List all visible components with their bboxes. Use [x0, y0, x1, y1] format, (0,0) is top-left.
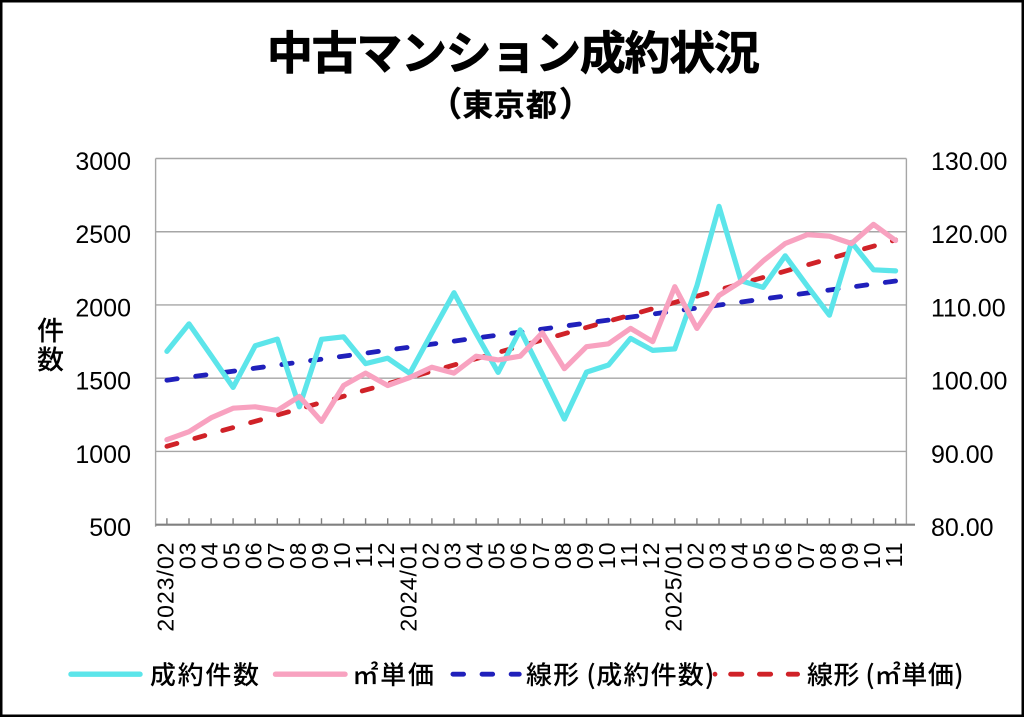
- svg-text:08: 08: [550, 542, 576, 570]
- svg-text:3000: 3000: [75, 148, 131, 176]
- svg-text:08: 08: [815, 542, 841, 570]
- svg-text:04: 04: [462, 542, 488, 570]
- svg-text:06: 06: [771, 542, 797, 570]
- svg-text:1000: 1000: [75, 441, 131, 469]
- svg-text:05: 05: [749, 542, 775, 570]
- svg-text:11: 11: [616, 542, 642, 568]
- svg-text:03: 03: [440, 542, 466, 570]
- svg-text:07: 07: [263, 542, 289, 570]
- svg-text:09: 09: [572, 542, 598, 570]
- svg-text:2000: 2000: [75, 294, 131, 322]
- svg-text:02: 02: [417, 542, 443, 570]
- svg-text:10: 10: [859, 542, 885, 570]
- svg-text:05: 05: [484, 542, 510, 570]
- svg-text:06: 06: [506, 542, 532, 570]
- svg-text:10: 10: [594, 542, 620, 570]
- svg-text:2024/01: 2024/01: [395, 542, 421, 632]
- svg-text:02: 02: [682, 542, 708, 570]
- svg-text:06: 06: [241, 542, 267, 570]
- svg-text:100.00: 100.00: [931, 367, 1007, 395]
- svg-text:2023/02: 2023/02: [152, 542, 178, 632]
- svg-text:07: 07: [793, 542, 819, 570]
- svg-text:11: 11: [351, 542, 377, 568]
- svg-text:08: 08: [285, 542, 311, 570]
- svg-text:07: 07: [528, 542, 554, 570]
- svg-text:12: 12: [373, 542, 399, 570]
- svg-text:2500: 2500: [75, 221, 131, 249]
- svg-text:11: 11: [881, 542, 907, 568]
- svg-text:130.00: 130.00: [931, 148, 1007, 176]
- svg-text:12: 12: [638, 542, 664, 570]
- svg-text:120.00: 120.00: [931, 221, 1007, 249]
- svg-text:500: 500: [89, 514, 131, 542]
- svg-text:90.00: 90.00: [931, 441, 994, 469]
- svg-text:09: 09: [837, 542, 863, 570]
- svg-text:10: 10: [329, 542, 355, 570]
- svg-text:110.00: 110.00: [931, 294, 1006, 322]
- svg-text:2025/01: 2025/01: [660, 542, 686, 632]
- svg-text:03: 03: [705, 542, 731, 570]
- svg-text:04: 04: [727, 542, 753, 570]
- svg-text:1500: 1500: [75, 367, 131, 395]
- svg-text:03: 03: [175, 542, 201, 570]
- svg-text:04: 04: [197, 542, 223, 570]
- svg-text:09: 09: [307, 542, 333, 570]
- svg-text:05: 05: [219, 542, 245, 570]
- svg-text:80.00: 80.00: [931, 514, 994, 542]
